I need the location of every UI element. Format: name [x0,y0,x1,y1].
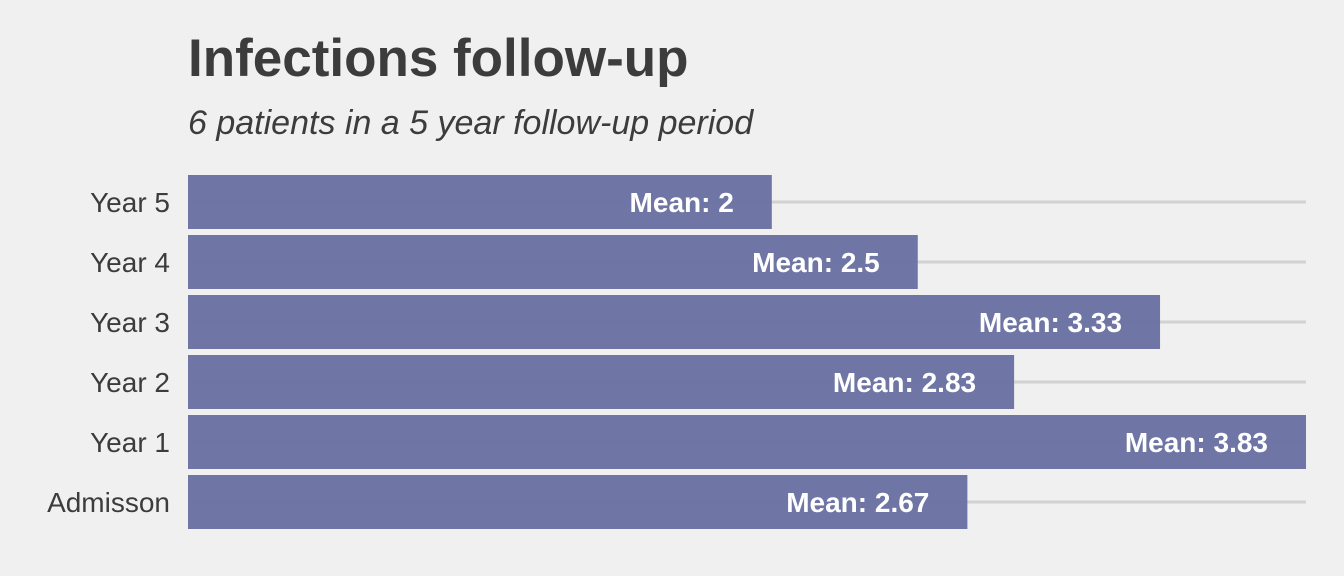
chart-title: Infections follow-up [188,29,689,88]
tick-label-year-1: Year 1 [90,427,170,458]
data-label-year-1: Mean: 3.83 [1125,427,1268,458]
data-label-admisson: Mean: 2.67 [786,487,929,518]
tick-label-year-4: Year 4 [90,247,170,278]
bars [188,175,1306,529]
bar-year-1 [188,415,1306,469]
tick-label-admisson: Admisson [47,487,170,518]
bar-admisson [188,475,968,529]
chart-subtitle: 6 patients in a 5 year follow-up period [188,104,754,142]
data-label-year-5: Mean: 2 [630,187,734,218]
data-label-year-4: Mean: 2.5 [752,247,880,278]
bar-year-5 [188,175,772,229]
bar-year-4 [188,235,918,289]
bar-year-2 [188,355,1015,409]
data-label-year-2: Mean: 2.83 [833,367,976,398]
tick-label-year-5: Year 5 [90,187,170,218]
bar-year-3 [188,295,1161,349]
data-label-year-3: Mean: 3.33 [979,307,1122,338]
tick-label-year-2: Year 2 [90,367,170,398]
y-axis-tick-labels: Admisson Year 1 Year 2 Year 3 Year 4 Year 5 [47,187,170,518]
tick-label-year-3: Year 3 [90,307,170,338]
